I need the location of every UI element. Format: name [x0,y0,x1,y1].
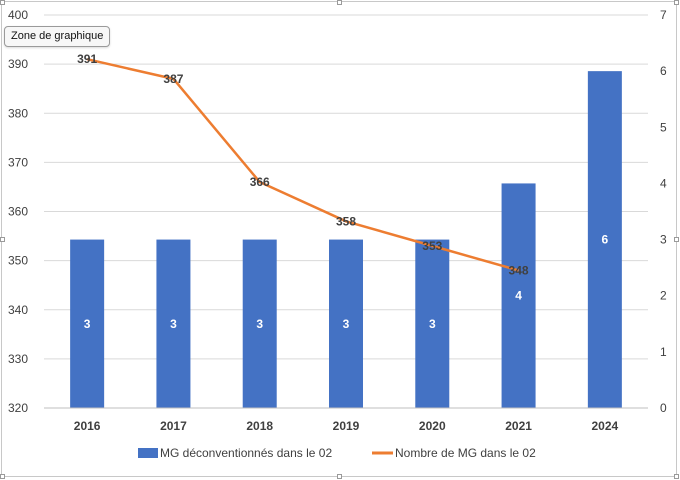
line-data-label: 353 [422,239,442,253]
y-primary-tick-label: 360 [8,205,28,219]
bar-data-label: 4 [515,289,522,303]
y-secondary-tick-label: 0 [660,401,667,415]
bar[interactable] [415,239,450,408]
y-secondary-tick-label: 3 [660,233,667,247]
y-secondary-tick-label: 4 [660,176,667,190]
bar-data-label: 3 [429,317,436,331]
x-tick-label: 2020 [419,419,446,433]
bar-data-label: 3 [343,317,350,331]
y-secondary-tick-label: 5 [660,120,667,134]
chart-area-tooltip: Zone de graphique [4,26,111,47]
line-data-label: 348 [509,263,529,277]
line-data-label: 358 [336,214,356,228]
x-tick-label: 2018 [246,419,273,433]
resize-handle-top[interactable] [337,0,342,5]
x-tick-label: 2016 [74,419,101,433]
line-data-label: 366 [250,175,270,189]
bar-data-label: 3 [84,317,91,331]
y-primary-tick-label: 380 [8,106,28,120]
x-tick-label: 2019 [333,419,360,433]
line-data-label: 387 [163,72,183,86]
y-primary-tick-label: 370 [8,155,28,169]
bar[interactable] [329,239,363,408]
y-primary-tick-label: 320 [8,401,28,415]
x-tick-label: 2024 [592,419,619,433]
legend-label-line[interactable]: Nombre de MG dans le 02 [395,446,536,460]
bar-series[interactable] [70,71,622,409]
y-secondary-tick-label: 1 [660,345,667,359]
y-primary-tick-label: 390 [8,57,28,71]
bar[interactable] [501,183,536,408]
line-series[interactable] [86,57,519,272]
y-primary-tick-label: 350 [8,254,28,268]
bar[interactable] [156,239,191,408]
bar[interactable] [70,239,105,408]
y-primary-tick-label: 340 [8,303,28,317]
resize-handle-left[interactable] [0,237,5,242]
legend-swatch-bar [138,448,158,458]
line-path[interactable] [86,57,519,272]
y-primary-tick-label: 330 [8,352,28,366]
bar[interactable] [242,239,277,408]
resize-handle-top-right[interactable] [674,0,679,5]
resize-handle-bottom-right[interactable] [674,474,679,479]
y-secondary-tick-label: 7 [660,8,667,22]
resize-handle-right[interactable] [674,237,679,242]
line-data-label: 391 [77,52,97,66]
legend[interactable]: MG déconventionnés dans le 02 Nombre de M… [138,446,536,460]
legend-label-bar[interactable]: MG déconventionnés dans le 02 [160,446,332,460]
y-primary-tick-label: 400 [8,8,28,22]
bar-data-label: 3 [256,317,263,331]
bar-data-label: 3 [170,317,177,331]
y-secondary-tick-label: 2 [660,289,667,303]
x-tick-label: 2017 [160,419,187,433]
bar-data-label: 6 [602,233,609,247]
resize-handle-bottom-left[interactable] [0,474,5,479]
x-tick-label: 2021 [505,419,532,433]
y-secondary-tick-label: 6 [660,64,667,78]
data-labels: 3 3 3 3 3 4 6 391 387 366 358 353 348 [77,52,608,331]
bar[interactable] [587,71,622,409]
resize-handle-bottom[interactable] [337,474,342,479]
axes: 320 330 340 350 360 370 380 390 400 0 1 2 3 4 5 6 7 2016 2… [8,8,667,433]
resize-handle-top-left[interactable] [0,0,5,5]
